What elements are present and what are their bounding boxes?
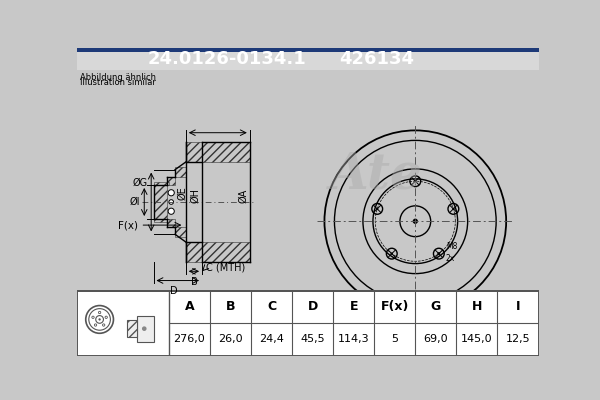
- Circle shape: [98, 318, 101, 320]
- Circle shape: [168, 208, 174, 214]
- Circle shape: [413, 219, 417, 223]
- Text: Illustration similar: Illustration similar: [80, 78, 155, 87]
- FancyBboxPatch shape: [127, 320, 137, 337]
- Text: C (MTH): C (MTH): [206, 262, 245, 272]
- Text: 426134: 426134: [340, 50, 415, 68]
- Text: G: G: [431, 300, 441, 313]
- Circle shape: [437, 252, 440, 255]
- Text: Ate: Ate: [331, 150, 423, 200]
- Text: 145,0: 145,0: [461, 334, 493, 344]
- FancyBboxPatch shape: [137, 316, 154, 342]
- Text: C: C: [267, 300, 276, 313]
- Text: ØI: ØI: [130, 197, 140, 207]
- Text: A: A: [185, 300, 194, 313]
- Text: 24,4: 24,4: [259, 334, 284, 344]
- Text: 5: 5: [391, 334, 398, 344]
- Text: B: B: [226, 300, 235, 313]
- Text: 12,5: 12,5: [506, 334, 530, 344]
- Circle shape: [376, 208, 379, 210]
- Text: ØH: ØH: [190, 188, 200, 203]
- Circle shape: [142, 326, 146, 331]
- Text: 45,5: 45,5: [301, 334, 325, 344]
- Text: E: E: [349, 300, 358, 313]
- Text: ØA: ØA: [238, 189, 248, 203]
- FancyBboxPatch shape: [77, 52, 539, 70]
- Text: 26,0: 26,0: [218, 334, 243, 344]
- Circle shape: [414, 180, 416, 182]
- Text: Abbildung ähnlich: Abbildung ähnlich: [80, 73, 155, 82]
- Text: ØG: ØG: [133, 178, 148, 188]
- Text: 2x: 2x: [446, 254, 455, 264]
- Circle shape: [169, 200, 173, 204]
- Text: 24.0126-0134.1: 24.0126-0134.1: [147, 50, 306, 68]
- Text: ØE: ØE: [178, 186, 187, 200]
- Text: D: D: [170, 286, 178, 296]
- FancyBboxPatch shape: [77, 290, 539, 356]
- Text: B: B: [191, 277, 197, 287]
- Text: F(x): F(x): [118, 220, 138, 230]
- Text: M8: M8: [446, 242, 457, 251]
- Circle shape: [452, 208, 455, 210]
- Circle shape: [391, 252, 393, 255]
- Text: 276,0: 276,0: [173, 334, 205, 344]
- Text: I: I: [516, 300, 520, 313]
- Text: H: H: [472, 300, 482, 313]
- Circle shape: [437, 252, 440, 255]
- Text: F(x): F(x): [380, 300, 409, 313]
- Circle shape: [168, 190, 174, 196]
- FancyBboxPatch shape: [77, 48, 539, 70]
- Text: 69,0: 69,0: [424, 334, 448, 344]
- Text: 114,3: 114,3: [338, 334, 370, 344]
- Text: D: D: [308, 300, 318, 313]
